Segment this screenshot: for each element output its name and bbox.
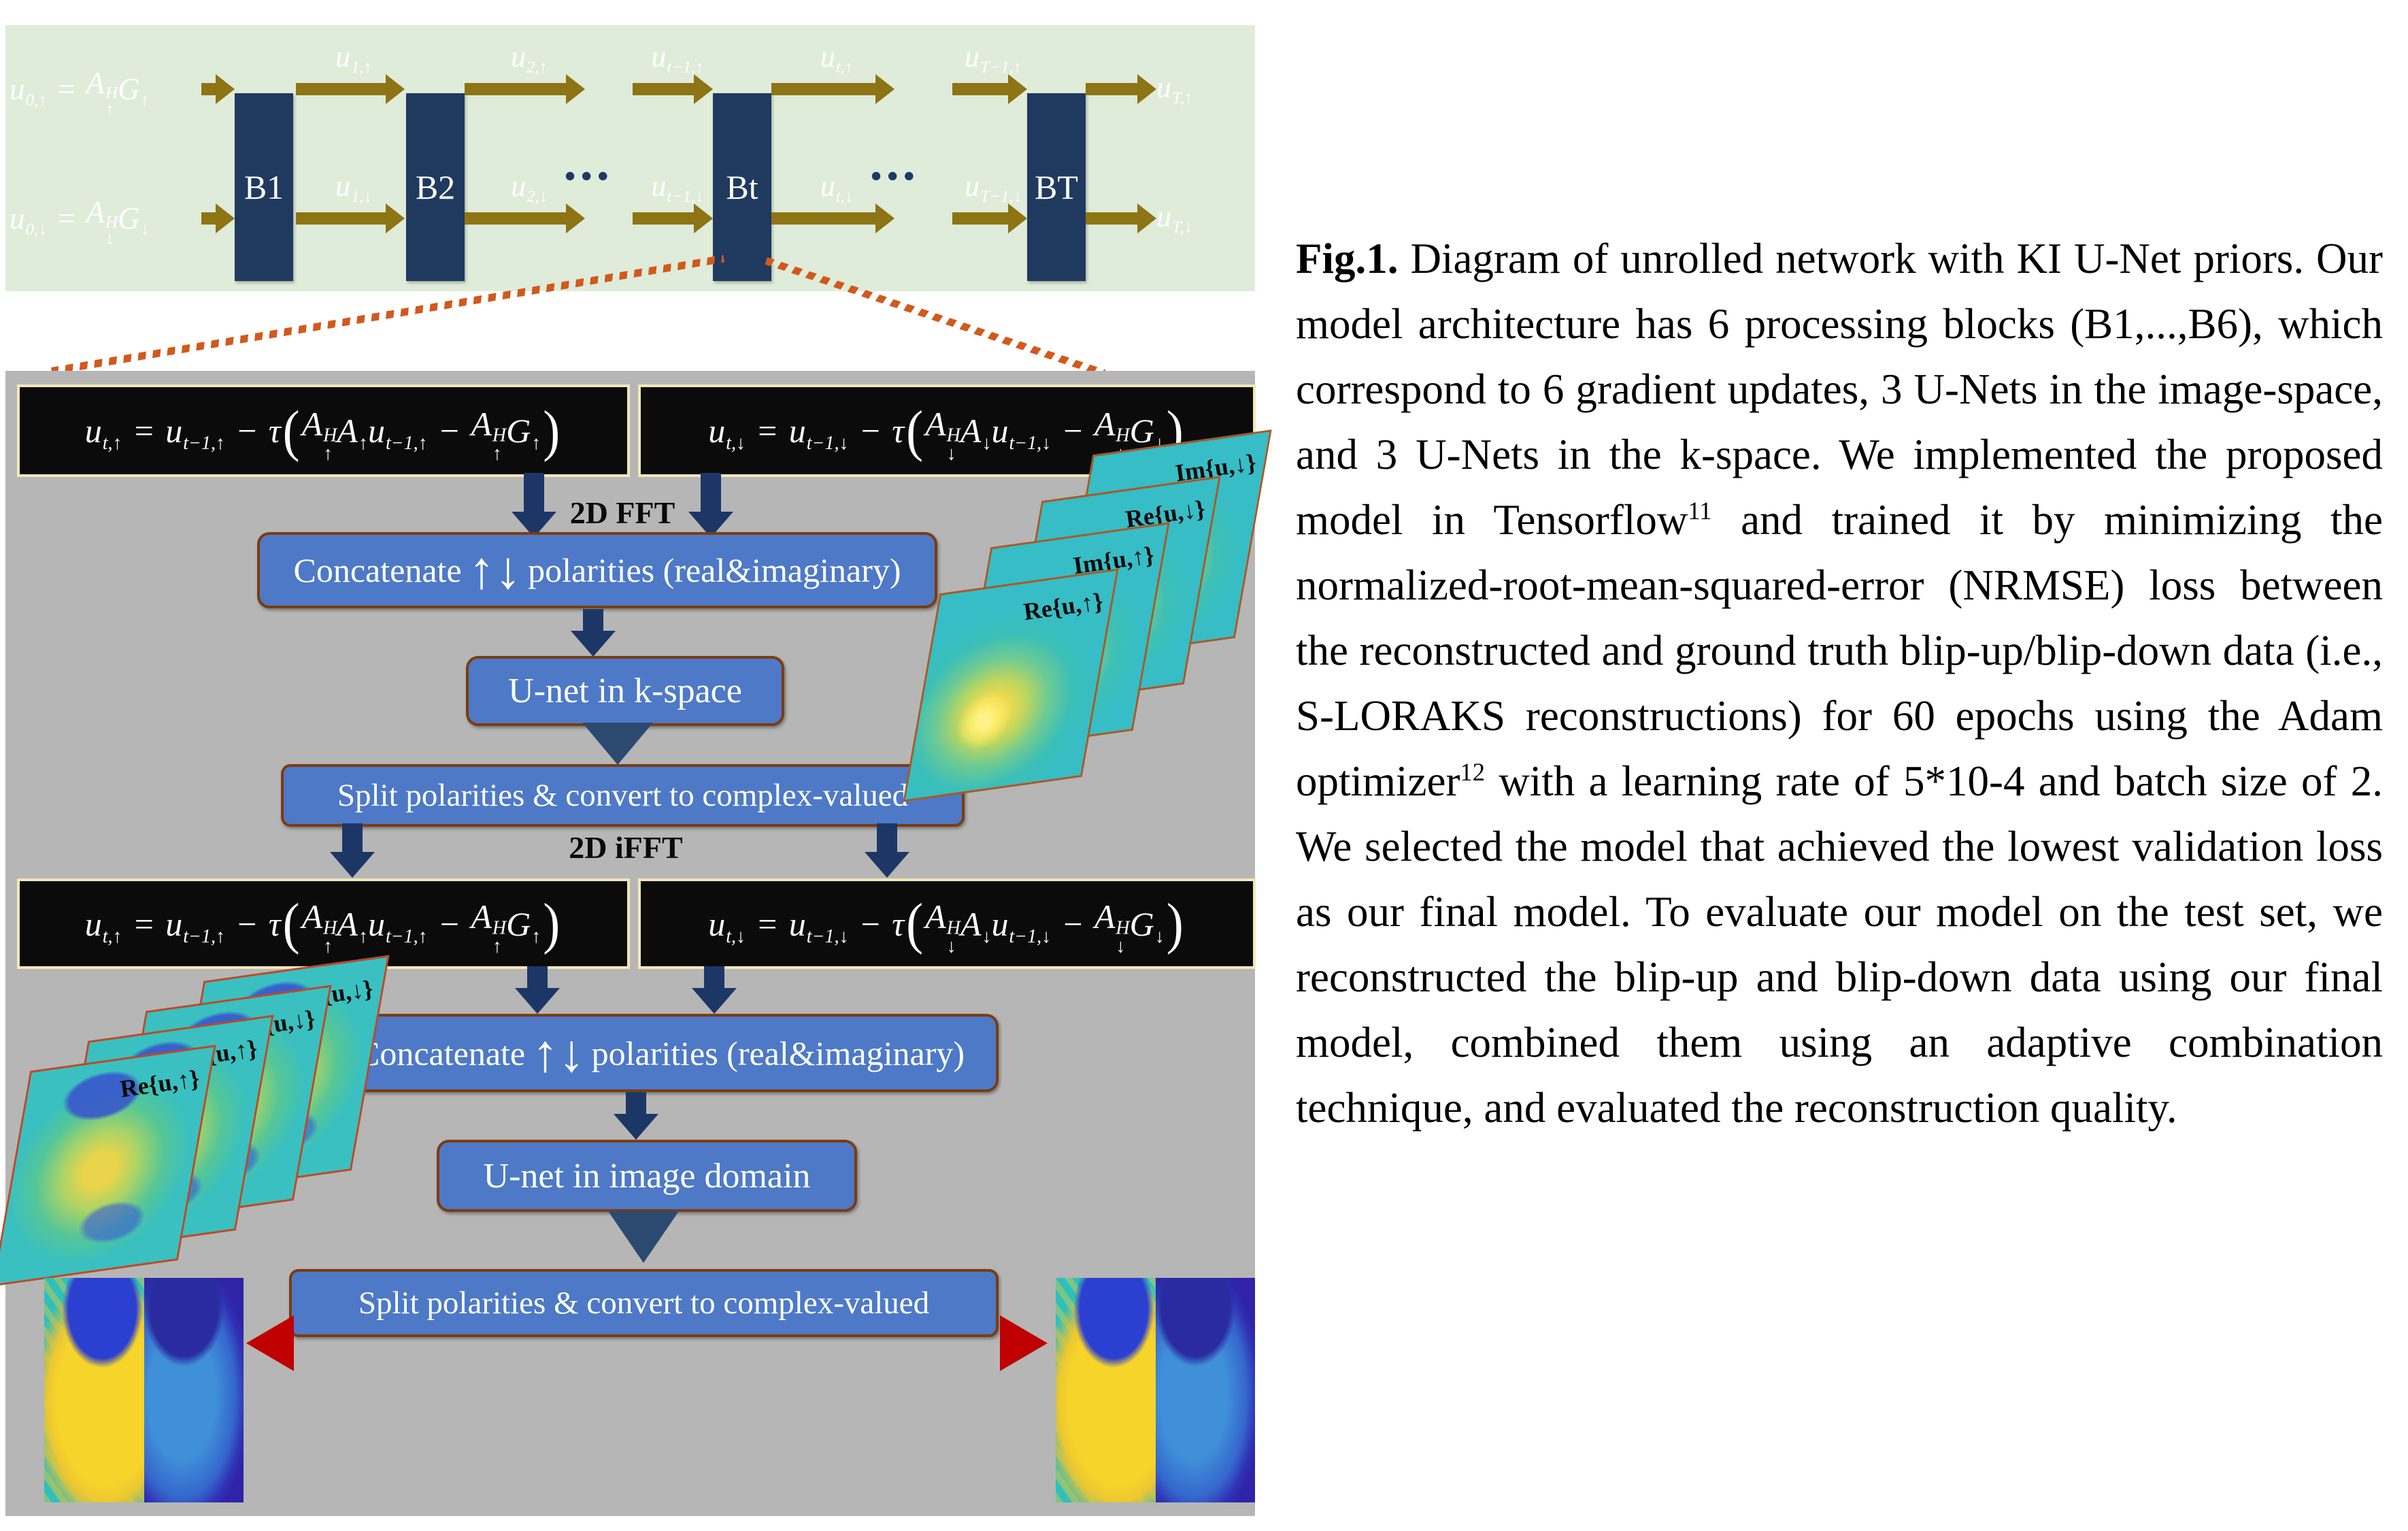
ellipsis-dots-1: ••• bbox=[565, 159, 614, 193]
updown-arrows-icon: ↑↓ bbox=[532, 1023, 585, 1083]
kspace-map-re-up: Re{u,↑} bbox=[903, 568, 1119, 802]
flow-label-u2-up: u 2,↑ bbox=[511, 39, 548, 77]
reconstructed-brain-image-left bbox=[44, 1278, 244, 1502]
magnitude-map-half bbox=[144, 1278, 244, 1502]
block-b2: B2 bbox=[406, 93, 465, 281]
down-triangle-arrow bbox=[608, 1211, 679, 1263]
gradient-eq-up: u t,↑ = u t−1,↑ − τ(A H ↑ A ↑ u t−1,↑ − A H ↑ G ↑) bbox=[84, 399, 561, 464]
output-pointer-left-icon bbox=[246, 1315, 294, 1371]
gradient-eq-up-2: u t,↑ = u t−1,↑ − τ(A H ↑ A ↑ u t−1,↑ − A H ↑ G ↑) bbox=[84, 892, 561, 957]
ellipsis-dots-2: ••• bbox=[871, 159, 920, 193]
output-label-down: u T,↓ bbox=[1156, 199, 1193, 237]
ifft-arrow bbox=[330, 823, 375, 878]
flow-arrow bbox=[771, 83, 875, 95]
unet-image-box: U-net in image domain bbox=[437, 1140, 857, 1212]
flow-arrow bbox=[296, 212, 386, 225]
split-label-1: Split polarities & convert to complex-va… bbox=[337, 778, 909, 813]
gradient-eq-down: ut,↓=ut−1,↓−τ(AH↓A↓ut−1,↓−AH↓G↓) bbox=[708, 399, 1184, 464]
block-detail-panel: u t,↑ = u t−1,↑ − τ(A H ↑ A ↑ u t−1,↑ − A H ↑ G ↑) u t,↓ = u t… bbox=[0, 371, 1272, 1516]
flow-label-u2-down: u 2,↓ bbox=[511, 169, 548, 206]
image-map-label: Re{u,↑} bbox=[118, 1064, 201, 1103]
unrolled-network-panel: u 0,↑ = A H ↑ G ↑ u 0,↓ = A H ↓ G ↓ B1 B2 Bt BT ••• ••… bbox=[5, 25, 1255, 291]
updown-arrows-icon: ↑↓ bbox=[468, 541, 522, 599]
gradient-eq-down-2: u t,↓ = u t−1,↓ − τ(A H ↓ A ↓ u t−1,↓ − A H ↓ G ↓) bbox=[708, 892, 1184, 957]
flow-arrow bbox=[952, 212, 1008, 225]
fft-arrow bbox=[512, 473, 556, 538]
input-label-up: u 0,↑ = A H ↑ G ↑ bbox=[10, 66, 150, 119]
flow-label-ut-down: u t,↓ bbox=[820, 169, 854, 206]
ifft-label: 2D iFFT bbox=[569, 829, 683, 865]
reconstructed-brain-image-right bbox=[1056, 1278, 1255, 1502]
magnitude-map-half bbox=[1155, 1278, 1255, 1502]
flow-arrow bbox=[1086, 212, 1137, 225]
flow-arrow bbox=[771, 212, 875, 225]
concatenate-box-1: Concatenate ↑↓ polarities (real&imaginar… bbox=[257, 532, 937, 608]
fft-arrow bbox=[688, 473, 733, 538]
gradient-eq-down-box-2: u t,↓ = u t−1,↓ − τ(A H ↓ A ↓ u t−1,↓ − A H ↓ G ↓) bbox=[638, 878, 1256, 969]
flow-label-uT1-up: u T−1,↑ bbox=[964, 39, 1022, 77]
flow-label-uT1-down: u T−1,↓ bbox=[964, 169, 1022, 206]
fft-label: 2D FFT bbox=[569, 495, 675, 530]
flow-arrow bbox=[952, 83, 1008, 95]
split-box-2: Split polarities & convert to complex-va… bbox=[289, 1269, 999, 1337]
flow-arrow bbox=[296, 83, 386, 95]
flow-label-ut1-up: u t−1,↑ bbox=[651, 39, 704, 77]
ifft-arrow bbox=[865, 823, 909, 878]
down-arrow bbox=[614, 1092, 658, 1140]
concatenate-box-2: Concatenate ↑↓ polarities (real&imaginar… bbox=[323, 1014, 999, 1092]
input-label-down: u 0,↓ = A H ↓ G ↓ bbox=[10, 195, 150, 248]
image-map-re-up: Re{u,↑} bbox=[0, 1044, 216, 1287]
flow-label-u1-down: u 1,↓ bbox=[335, 169, 372, 206]
gradient-eq-down-box-1: ut,↓=ut−1,↓−τ(AH↓A↓ut−1,↓−AH↓G↓) bbox=[638, 384, 1256, 477]
phase-map-half bbox=[1056, 1278, 1156, 1502]
down-arrow bbox=[692, 966, 737, 1014]
flow-label-ut-up: u t,↑ bbox=[820, 39, 854, 77]
split-box-1: Split polarities & convert to complex-va… bbox=[281, 764, 965, 827]
concat-text-pre: Concatenate bbox=[293, 551, 462, 589]
flow-label-u1-up: u 1,↑ bbox=[335, 39, 372, 77]
concat-text-post: polarities (real&imaginary) bbox=[591, 1034, 965, 1072]
flow-arrow bbox=[465, 212, 566, 225]
output-pointer-right-icon bbox=[1000, 1315, 1048, 1371]
block-bT: BT bbox=[1027, 93, 1086, 281]
unet-image-label: U-net in image domain bbox=[483, 1156, 811, 1196]
flow-arrow bbox=[1086, 83, 1137, 95]
concat-text-pre: Concatenate bbox=[357, 1034, 526, 1072]
down-arrow bbox=[515, 966, 560, 1014]
gradient-eq-up-box-2: u t,↑ = u t−1,↑ − τ(A H ↑ A ↑ u t−1,↑ − A H ↑ G ↑) bbox=[17, 878, 630, 969]
down-triangle-arrow bbox=[582, 723, 653, 765]
concat-text-post: polarities (real&imaginary) bbox=[528, 551, 901, 589]
flow-arrow bbox=[633, 212, 694, 225]
figure-caption: Fig.1. Diagram of unrolled network with … bbox=[1296, 235, 2383, 1132]
flow-arrow bbox=[633, 83, 694, 95]
phase-map-half bbox=[44, 1278, 144, 1502]
output-label-up: u T,↑ bbox=[1156, 70, 1193, 108]
unet-kspace-label: U-net in k-space bbox=[508, 672, 742, 710]
flow-arrow bbox=[201, 83, 216, 95]
block-bt: Bt bbox=[713, 93, 771, 281]
down-arrow bbox=[571, 609, 616, 657]
gradient-eq-up-box-1: u t,↑ = u t−1,↑ − τ(A H ↑ A ↑ u t−1,↑ − A H ↑ G ↑) bbox=[17, 384, 630, 477]
flow-label-ut1-down: u t−1,↓ bbox=[651, 169, 704, 206]
flow-arrow bbox=[465, 83, 566, 95]
kspace-map-label: Re{u,↑} bbox=[1021, 587, 1105, 626]
flow-arrow bbox=[201, 212, 216, 225]
split-label-2: Split polarities & convert to complex-va… bbox=[358, 1285, 930, 1321]
unet-kspace-box: U-net in k-space bbox=[466, 656, 784, 726]
block-b1: B1 bbox=[235, 93, 293, 281]
